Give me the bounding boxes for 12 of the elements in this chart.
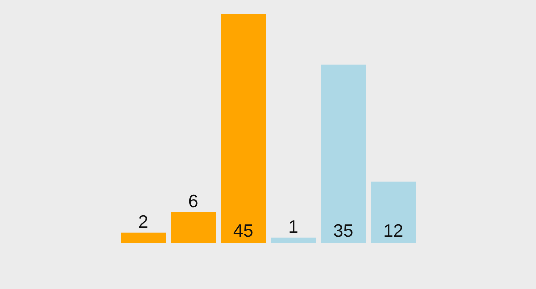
data-label: 2 [138,212,149,232]
data-label: 1 [288,216,299,237]
bar [221,14,266,243]
bar [371,182,416,243]
data-label: 6 [188,191,199,212]
data-label: 45 [233,221,254,241]
bar [271,238,316,243]
bar [121,232,166,243]
data-label: 12 [383,221,404,241]
bar [171,212,216,243]
bar [321,64,366,243]
data-label: 35 [333,221,354,241]
